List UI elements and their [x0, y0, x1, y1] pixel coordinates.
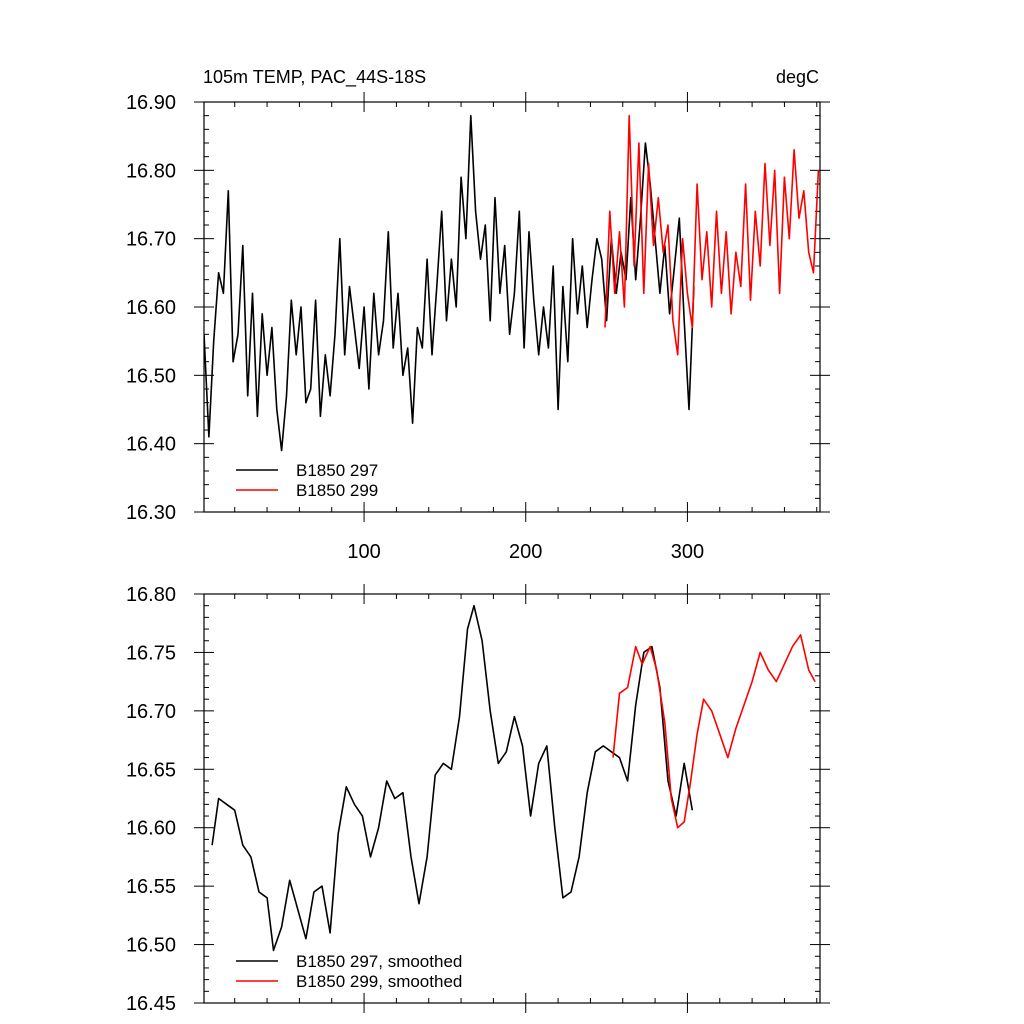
y-tick-label: 16.50 [126, 935, 176, 957]
y-tick-label: 16.40 [126, 434, 176, 456]
legend-label: B1850 299 [296, 481, 378, 500]
chart-units: degC [776, 67, 819, 87]
y-tick-label: 16.45 [126, 993, 176, 1015]
bottom-plot-panel: 16.45 16.50 16.55 16.60 16.65 16.70 16.75 16.80… [126, 584, 830, 1015]
x-tick-label: 100 [347, 541, 380, 563]
y-tick-label: 16.65 [126, 759, 176, 781]
y-tick-label: 16.60 [126, 297, 176, 319]
top-plot-panel: 100 200 300 16.30 16.40 16.50 16.60 16.70 16.80 1… [126, 92, 830, 563]
series-line-red [604, 114, 820, 356]
series-line-black [204, 114, 695, 452]
y-tick-label: 16.50 [126, 365, 176, 387]
legend-label: B1850 299, smoothed [296, 972, 462, 991]
y-tick-label: 16.30 [126, 502, 176, 524]
y-tick-label: 16.75 [126, 642, 176, 664]
y-tick-label: 16.55 [126, 876, 176, 898]
y-tick-label: 16.80 [126, 584, 176, 606]
chart-title: 105m TEMP, PAC_44S-18S [203, 67, 426, 88]
y-tick-label: 16.60 [126, 818, 176, 840]
legend-label: B1850 297, smoothed [296, 952, 462, 971]
series-line-black [211, 604, 694, 952]
y-tick-label: 16.90 [126, 92, 176, 114]
x-tick-label: 300 [671, 541, 704, 563]
plot-frame [203, 593, 821, 1004]
legend-label: B1850 297 [296, 461, 378, 480]
series-line-red [612, 634, 816, 829]
y-tick-label: 16.80 [126, 160, 176, 182]
y-tick-label: 16.70 [126, 701, 176, 723]
y-tick-label: 16.70 [126, 229, 176, 251]
x-tick-label: 200 [509, 541, 542, 563]
